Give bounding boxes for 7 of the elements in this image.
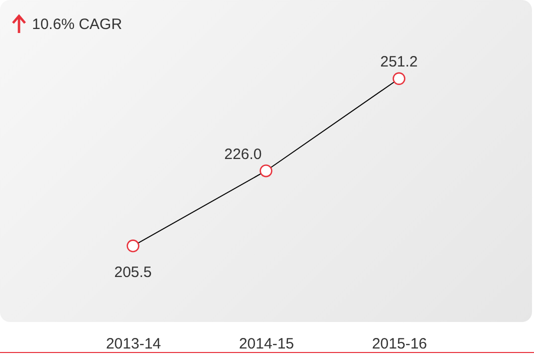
x-tick-label: 2015-16 xyxy=(372,336,428,352)
x-tick-label: 2014-15 xyxy=(238,336,294,352)
text: 10.6% CAGR xyxy=(32,16,122,32)
data-label: 205.5 xyxy=(114,264,152,281)
x-tick-label: 2013-14 xyxy=(106,336,162,352)
data-label: 251.2 xyxy=(380,54,418,71)
data-label: 226.0 xyxy=(224,146,262,163)
